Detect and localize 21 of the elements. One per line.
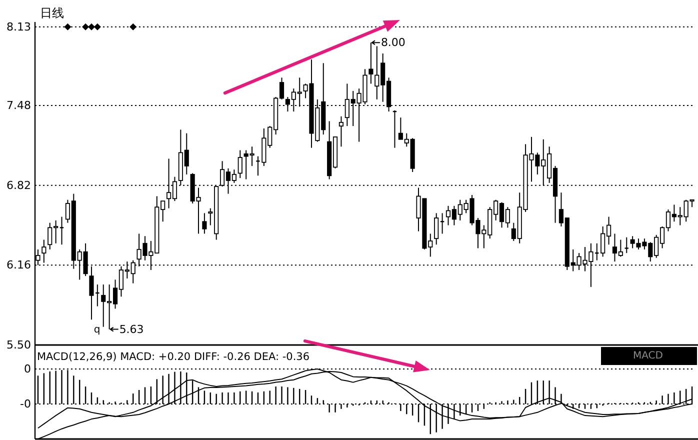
y-tick-label: 8.13 [6, 20, 31, 34]
text: -0 [20, 398, 31, 410]
candlestick [238, 150, 242, 179]
candlestick [202, 212, 207, 234]
candlestick [338, 116, 344, 148]
y-tick-label: 5.50 [6, 338, 31, 352]
candlestick [59, 216, 64, 246]
candlestick [624, 236, 630, 254]
chart-title: MACD(12,26,9) MACD: +0.20 DIFF: -0.26 DEA: -0.36 [37, 351, 310, 363]
annotation: 8.00 [380, 36, 406, 50]
chart-title: 日线 [40, 6, 64, 20]
annotation: 5.63 [119, 322, 144, 336]
text: 0 [24, 362, 31, 376]
candlestick [42, 239, 46, 264]
y-tick-label: 6.16 [6, 258, 31, 272]
text: MACD [633, 350, 664, 362]
y-tick-label: 6.82 [6, 178, 31, 192]
annotation: q [94, 324, 100, 336]
candlestick [434, 212, 439, 246]
y-tick-label: 7.48 [6, 98, 31, 112]
candlestick [368, 42, 374, 84]
